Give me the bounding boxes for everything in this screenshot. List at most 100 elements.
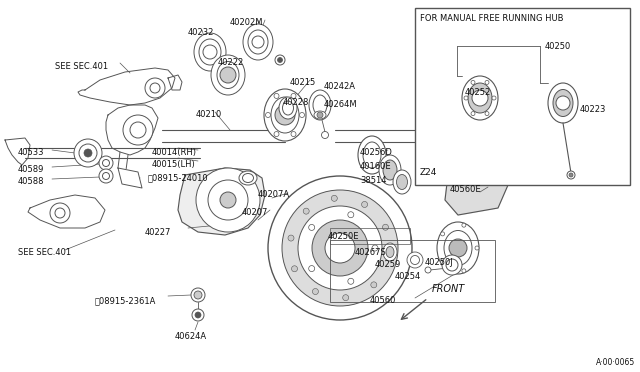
Circle shape [308,266,315,272]
Circle shape [472,90,488,106]
Circle shape [278,58,282,62]
Circle shape [485,80,489,84]
Circle shape [274,93,279,99]
Circle shape [99,169,113,183]
Ellipse shape [248,30,268,54]
Circle shape [220,192,236,208]
Text: 40250E: 40250E [328,232,360,241]
Text: SEE SEC.401: SEE SEC.401 [18,248,71,257]
Circle shape [462,223,466,227]
Bar [330,240,495,302]
Text: 40015(LH): 40015(LH) [152,160,196,169]
Polygon shape [5,138,30,165]
Polygon shape [118,168,142,188]
Bar [330,228,410,244]
Ellipse shape [548,83,578,123]
Circle shape [556,96,570,110]
Ellipse shape [199,39,221,65]
Circle shape [150,83,160,93]
Circle shape [485,112,489,116]
Circle shape [332,195,337,201]
Ellipse shape [468,83,492,113]
Polygon shape [106,105,158,155]
Polygon shape [168,75,182,90]
Ellipse shape [194,291,202,299]
Ellipse shape [211,55,245,95]
Text: A·00·0065: A·00·0065 [596,358,635,367]
Polygon shape [178,168,265,235]
Text: 40250J: 40250J [425,258,454,267]
Circle shape [130,122,146,138]
Ellipse shape [309,90,331,120]
Circle shape [252,36,264,48]
Ellipse shape [264,89,306,141]
Text: 40207A: 40207A [258,190,290,199]
Circle shape [386,255,392,261]
Text: 40210: 40210 [196,110,222,119]
Text: 40533: 40533 [18,148,45,157]
Circle shape [84,149,92,157]
Circle shape [192,309,204,321]
Ellipse shape [379,155,401,185]
Circle shape [475,246,479,250]
Circle shape [102,160,109,167]
Text: 40264M: 40264M [324,100,358,109]
Circle shape [371,282,377,288]
Text: FOR MANUAL FREE RUNNING HUB: FOR MANUAL FREE RUNNING HUB [420,14,563,23]
Circle shape [471,112,475,116]
Ellipse shape [462,76,498,120]
Ellipse shape [243,24,273,60]
Circle shape [275,55,285,65]
Circle shape [567,171,575,179]
Circle shape [291,266,298,272]
Circle shape [492,96,496,100]
Text: 40560E: 40560E [450,185,482,194]
Text: SEE SEC.401: SEE SEC.401 [55,62,108,71]
Circle shape [464,96,468,100]
Circle shape [348,212,354,218]
Circle shape [291,93,296,99]
Circle shape [308,224,315,230]
Circle shape [208,180,248,220]
Ellipse shape [397,174,408,189]
Circle shape [102,173,109,180]
Text: 40267S: 40267S [355,248,387,257]
Circle shape [268,176,412,320]
Circle shape [203,45,217,59]
Circle shape [220,67,236,83]
Ellipse shape [314,111,326,119]
Circle shape [317,112,323,118]
Circle shape [275,105,295,125]
Ellipse shape [74,139,102,167]
Text: 40250: 40250 [545,42,572,51]
Text: 38514: 38514 [360,176,387,185]
Text: 40589: 40589 [18,165,44,174]
Text: 40014(RH): 40014(RH) [152,148,197,157]
Circle shape [274,132,279,137]
Text: 40223: 40223 [580,105,606,114]
Text: 40227: 40227 [145,228,172,237]
Text: 40222: 40222 [218,58,244,67]
Text: 40242A: 40242A [324,82,356,91]
Ellipse shape [313,95,327,115]
Text: ⓥ08915-2361A: ⓥ08915-2361A [95,296,156,305]
Ellipse shape [271,97,299,133]
Circle shape [425,267,431,273]
Ellipse shape [553,90,573,116]
Text: 40207: 40207 [242,208,268,217]
Circle shape [342,295,349,301]
Circle shape [145,78,165,98]
Ellipse shape [358,136,386,174]
Ellipse shape [79,144,97,162]
Text: 40252: 40252 [465,88,492,97]
Circle shape [303,208,309,214]
Text: Z24: Z24 [420,168,437,177]
Text: 40160E: 40160E [360,162,392,171]
Text: 40215: 40215 [290,78,316,87]
Ellipse shape [393,170,411,194]
Circle shape [325,233,355,263]
Circle shape [372,245,378,251]
Ellipse shape [444,231,472,266]
Circle shape [291,132,296,137]
Circle shape [383,224,388,230]
